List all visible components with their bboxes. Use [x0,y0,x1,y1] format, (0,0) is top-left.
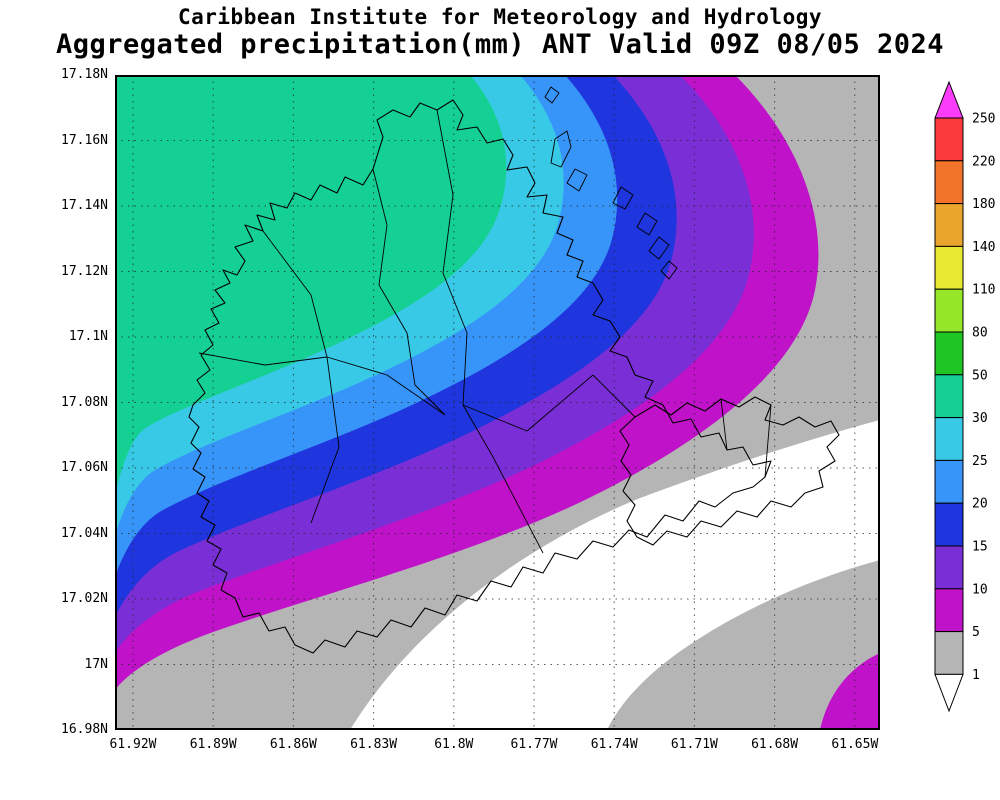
lon-tick-label: 61.74W [590,737,638,752]
precipitation-contour-map [115,75,880,730]
lon-tick-label: 61.77W [510,737,558,752]
colorbar-tick-label: 30 [972,411,988,426]
colorbar-tick-label: 250 [972,112,995,127]
lon-tick-label: 61.86W [269,737,317,752]
lat-tick-label: 17.12N [61,263,108,279]
band-white-below-1 [350,420,880,730]
colorbar-tick-label: 5 [972,625,980,640]
colorbar-tick-label: 80 [972,326,988,341]
colorbar-tick-label: 15 [972,540,988,555]
lon-tick-label: 61.71W [670,737,718,752]
colorbar-tick-label: 1 [972,668,980,683]
colorbar-segment [934,288,964,333]
colorbar-tick-label: 50 [972,368,988,383]
band-corner-magenta-5-10 [820,653,880,730]
lon-tick-label: 61.68W [751,737,799,752]
colorbar-segment [934,117,964,162]
colorbar-segment [934,588,964,633]
colorbar-over-arrow [934,80,964,119]
lat-tick-label: 17.14N [61,198,108,213]
colorbar-tick-label: 25 [972,454,988,469]
colorbar-segment [934,502,964,547]
lat-tick-label: 17.08N [61,394,108,410]
colorbar-tick-label: 180 [972,197,995,212]
colorbar-tick-label: 20 [972,497,988,512]
colorbar-tick-label: 220 [972,154,995,169]
colorbar: 250 220 180 140 110 80 50 30 25 20 15 10 5 1 [934,80,995,713]
colorbar-segment [934,545,964,590]
lat-tick-label: 17.1N [68,329,108,344]
colorbar-under-arrow [934,673,964,713]
map-title: Aggregated precipitation(mm) ANT Valid 0… [55,29,945,60]
lon-tick-label: 61.83W [350,737,398,752]
lat-tick-label: 17.18N [61,67,108,82]
map-border [115,75,880,730]
lat-tick-label: 17.16N [61,132,108,148]
colorbar-segment [934,203,964,247]
lon-tick-label: 61.92W [109,737,157,752]
colorbar-tick-label: 140 [972,240,995,255]
lat-tick-label: 17N [84,656,108,672]
colorbar-tick-label: 10 [972,582,988,597]
colorbar-segment [934,331,964,376]
colorbar-segments [934,117,964,675]
colorbar-segment [934,417,964,461]
parish-boundaries [198,109,772,554]
lon-tick-label: 61.89W [189,737,237,752]
colorbar-segment [934,160,964,205]
colorbar-segment [934,459,964,504]
offshore-islets [544,86,678,280]
lat-tick-label: 17.06N [61,460,108,475]
lon-tick-label: 61.65W [831,737,879,752]
lat-tick-label: 17.02N [61,591,108,606]
colorbar-segment [934,374,964,419]
colorbar-segment [934,245,964,290]
lat-tick-label: 16.98N [61,722,108,737]
coastline-layer [188,86,840,654]
lat-tick-label: 17.04N [61,525,108,541]
colorbar-tick-label: 110 [972,283,995,298]
lon-tick-label: 61.8W [434,737,474,752]
colorbar-segment [934,631,964,675]
grid-layer [115,75,880,730]
colorbar-labels: 250 220 180 140 110 80 50 30 25 20 15 10 5 1 [972,112,995,683]
institute-title: Caribbean Institute for Meteorology and … [177,5,822,29]
island-outline-main [188,99,772,654]
island-outline-east-lobe [619,396,840,546]
